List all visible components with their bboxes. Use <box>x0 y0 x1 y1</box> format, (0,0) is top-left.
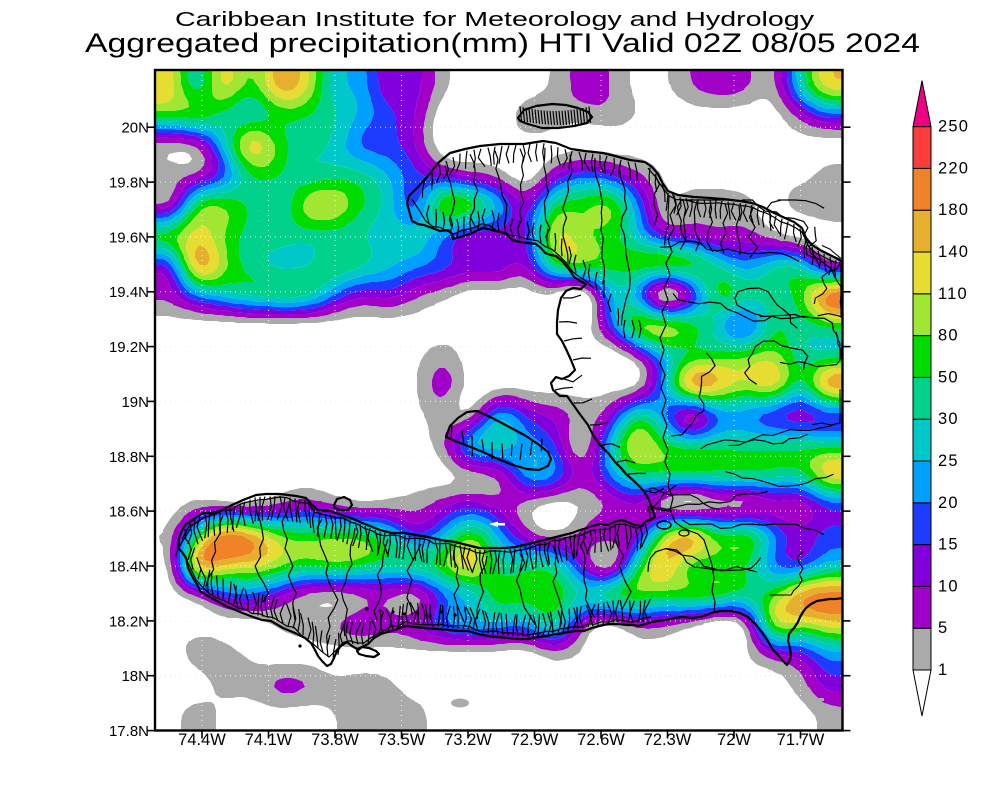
svg-text:72.9W: 72.9W <box>511 731 559 749</box>
svg-text:74.4W: 74.4W <box>178 731 226 749</box>
svg-text:19.2N: 19.2N <box>109 339 149 356</box>
svg-text:73.8W: 73.8W <box>311 731 359 749</box>
svg-text:10: 10 <box>938 577 959 595</box>
svg-text:19N: 19N <box>121 394 149 411</box>
svg-text:18N: 18N <box>121 668 149 685</box>
svg-text:25: 25 <box>938 452 959 470</box>
svg-text:20N: 20N <box>121 120 149 137</box>
svg-text:72.3W: 72.3W <box>644 731 692 749</box>
svg-text:20: 20 <box>938 494 959 512</box>
svg-text:Aggregated precipitation(mm) H: Aggregated precipitation(mm) HTI Valid 0… <box>85 28 920 58</box>
svg-text:18.2N: 18.2N <box>109 613 149 630</box>
svg-text:1: 1 <box>938 661 948 679</box>
svg-text:Caribbean Institute for Meteor: Caribbean Institute for Meteorology and … <box>175 8 815 31</box>
svg-text:180: 180 <box>938 201 969 219</box>
svg-text:73.5W: 73.5W <box>378 731 426 749</box>
svg-text:220: 220 <box>938 159 969 177</box>
svg-text:80: 80 <box>938 327 959 345</box>
svg-text:50: 50 <box>938 368 959 386</box>
svg-text:72W: 72W <box>717 731 751 749</box>
svg-text:73.2W: 73.2W <box>444 731 492 749</box>
svg-text:18.4N: 18.4N <box>109 559 149 576</box>
svg-text:18.6N: 18.6N <box>109 504 149 521</box>
svg-text:19.8N: 19.8N <box>109 175 149 192</box>
svg-text:15: 15 <box>938 536 959 554</box>
svg-text:110: 110 <box>938 285 968 303</box>
svg-text:17.8N: 17.8N <box>109 723 149 740</box>
svg-text:74.1W: 74.1W <box>245 731 293 749</box>
svg-text:19.4N: 19.4N <box>109 284 149 301</box>
svg-text:5: 5 <box>938 619 948 637</box>
svg-text:250: 250 <box>938 118 969 136</box>
svg-text:72.6W: 72.6W <box>577 731 625 749</box>
svg-text:18.8N: 18.8N <box>109 449 149 466</box>
svg-text:19.6N: 19.6N <box>109 229 149 246</box>
svg-text:71.7W: 71.7W <box>777 731 825 749</box>
svg-text:30: 30 <box>938 410 959 428</box>
svg-text:140: 140 <box>938 243 969 261</box>
